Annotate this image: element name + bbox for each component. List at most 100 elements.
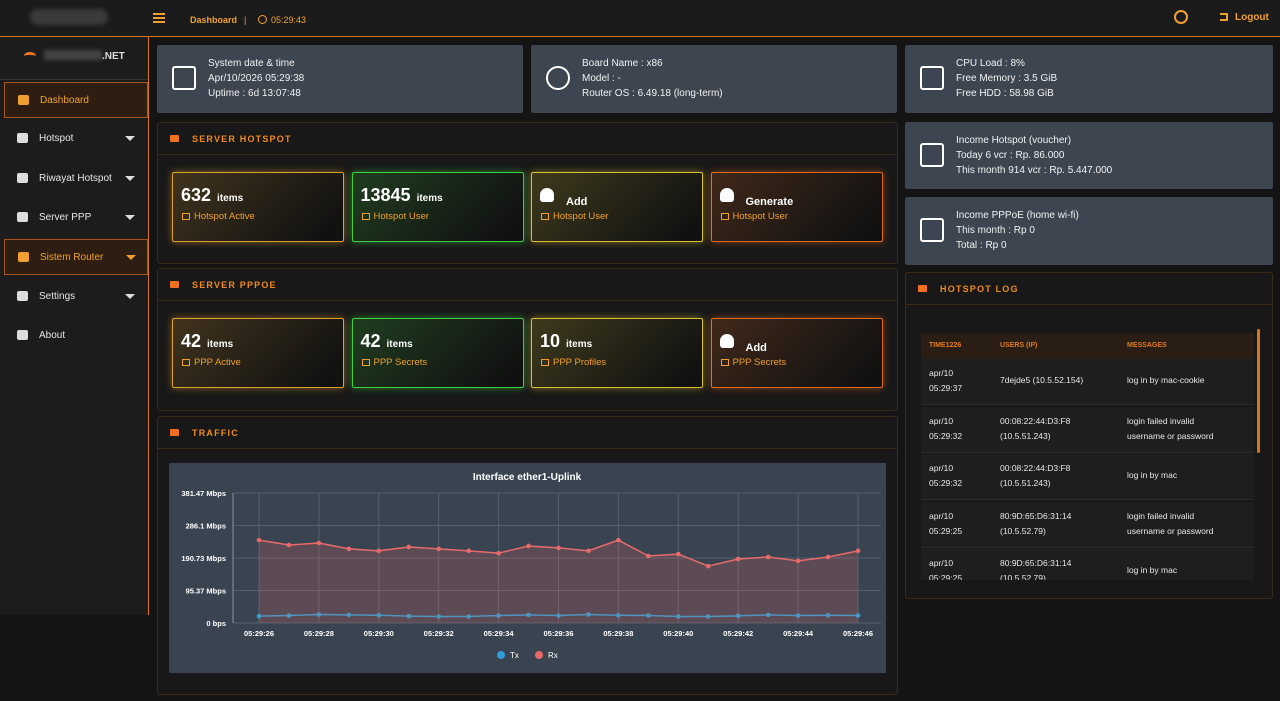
add-icon — [719, 188, 734, 202]
log-cell: apr/10 — [929, 415, 954, 426]
stat-label: PPP Secrets — [373, 357, 428, 368]
menu-item[interactable]: Sistem Router — [4, 239, 148, 276]
add-icon — [719, 334, 734, 348]
logout[interactable]: Logout — [1235, 12, 1269, 23]
point — [466, 548, 471, 554]
stat-box[interactable]: Add PPP Secrets — [710, 318, 883, 388]
log-cell: (10.5.52.79) — [1000, 573, 1046, 580]
stat-icon — [541, 213, 549, 220]
y-tick-label: 286.1 Mbps — [186, 522, 226, 531]
log-cell: (10.5.51.243) — [1000, 430, 1051, 441]
server-icon — [920, 66, 944, 90]
x-tick-label: 05:29:40 — [663, 629, 693, 638]
column-header: USERS (IP) — [1000, 342, 1038, 349]
stat-action: Add — [745, 342, 767, 354]
stat-label: Hotspot Active — [194, 211, 255, 222]
point — [256, 613, 262, 619]
stat-box[interactable]: Add Hotspot User — [531, 172, 703, 242]
money-icon — [920, 218, 944, 242]
log-table: TIME1226 USERS (IP) MESSAGES apr/10 05:29:37… — [921, 333, 1254, 580]
menu-item[interactable]: About — [4, 318, 148, 354]
panel: SERVER HOTSPOT 632 items Hotspot Active 1384… — [157, 122, 898, 264]
stat-icon — [541, 359, 549, 366]
point — [795, 613, 801, 618]
panel-icon — [170, 281, 179, 288]
table-header — [921, 333, 1254, 359]
stat-icon — [720, 213, 729, 220]
stat-number: 632 — [181, 185, 212, 205]
card-line: CPU Load : 8% — [956, 58, 1025, 69]
card-line: Free Memory : 3.5 GiB — [956, 73, 1058, 84]
column-header: TIME1226 — [929, 342, 962, 349]
menu-item[interactable]: Server PPP — [4, 200, 148, 236]
stat-number: 42 — [360, 331, 381, 351]
clock-button[interactable] — [1174, 10, 1188, 24]
card-line: Board Name : x86 — [582, 58, 663, 69]
point — [256, 537, 262, 543]
point — [676, 614, 681, 619]
log-cell: 7dejde5 (10.5.52.154) — [1000, 375, 1084, 385]
panel-title: SERVER PPPOE — [192, 280, 277, 290]
log-cell: 05:29:37 — [929, 383, 963, 393]
menu-caret — [125, 214, 135, 220]
log-cell: log in by mac — [1127, 565, 1178, 575]
point — [286, 613, 292, 618]
card-line: Income PPPoE (home wi-fi) — [956, 210, 1079, 221]
legend-marker — [535, 651, 543, 659]
menu-caret — [125, 293, 135, 299]
legend-label: Rx — [548, 651, 558, 660]
stat-unit: items — [566, 339, 593, 350]
brand-divider — [0, 79, 148, 80]
stat-unit: items — [207, 339, 234, 350]
stat-value: Add — [566, 192, 587, 210]
log-cell: 05:29:32 — [929, 430, 963, 441]
scrollbar[interactable] — [1257, 329, 1260, 453]
menu-icon — [17, 290, 28, 301]
x-tick-label: 05:29:34 — [484, 629, 515, 638]
point — [586, 612, 591, 617]
log-cell: 00:08:22:44:D3:F8 — [1000, 415, 1071, 426]
log-cell: 80:9D:65:D6:31:14 — [1000, 510, 1072, 521]
point — [406, 544, 412, 550]
clock-icon — [258, 15, 267, 24]
stat-icon — [361, 213, 370, 220]
panel-header — [158, 123, 897, 155]
sidebar: .NET Dashboard Hotspot Riwayat Hotspot Serve… — [0, 37, 149, 615]
point — [735, 613, 741, 619]
card-line: System date & time — [208, 58, 295, 69]
traffic-chart: Interface ether1-Uplink 0 bps 95.37 Mbps 19… — [169, 463, 886, 673]
point — [376, 548, 382, 554]
menu-item[interactable]: Dashboard — [4, 82, 148, 118]
menu-toggle[interactable] — [153, 13, 165, 23]
stat-icon — [361, 359, 370, 366]
menu-item[interactable]: Riwayat Hotspot — [4, 161, 148, 197]
log-cell: apr/10 — [929, 463, 954, 473]
point — [526, 612, 531, 618]
stat-box[interactable]: Generate Hotspot User — [710, 172, 883, 242]
point — [765, 612, 771, 618]
stat-label: PPP Secrets — [732, 357, 787, 368]
point — [616, 612, 621, 618]
point — [795, 558, 801, 564]
info-icon — [546, 66, 570, 90]
log-row: apr/10 05:29:25 80:9D:65:D6:31:14 (10.5.52.… — [921, 549, 1254, 580]
menu-label: Dashboard — [40, 95, 89, 106]
panel-header — [158, 417, 897, 449]
menu-item[interactable]: Hotspot — [4, 121, 148, 157]
panel-title: SERVER HOTSPOT — [192, 134, 292, 144]
point — [376, 612, 382, 618]
point — [346, 612, 352, 618]
y-tick-label: 381.47 Mbps — [181, 489, 226, 498]
log-cell: (10.5.52.79) — [1000, 525, 1046, 536]
log-row: apr/10 05:29:32 00:08:22:44:D3:F8 (10.5.51.… — [921, 454, 1254, 500]
menu-label: Riwayat Hotspot — [39, 172, 112, 184]
menu-item[interactable]: Settings — [4, 279, 148, 315]
panel-header — [158, 269, 897, 301]
header-time: 05:29:43 — [271, 15, 307, 25]
point — [765, 554, 771, 560]
x-tick-label: 05:29:44 — [783, 629, 814, 638]
point — [406, 613, 412, 619]
log-cell: login failed invalid — [1127, 510, 1195, 521]
x-tick-label: 05:29:30 — [364, 629, 394, 638]
